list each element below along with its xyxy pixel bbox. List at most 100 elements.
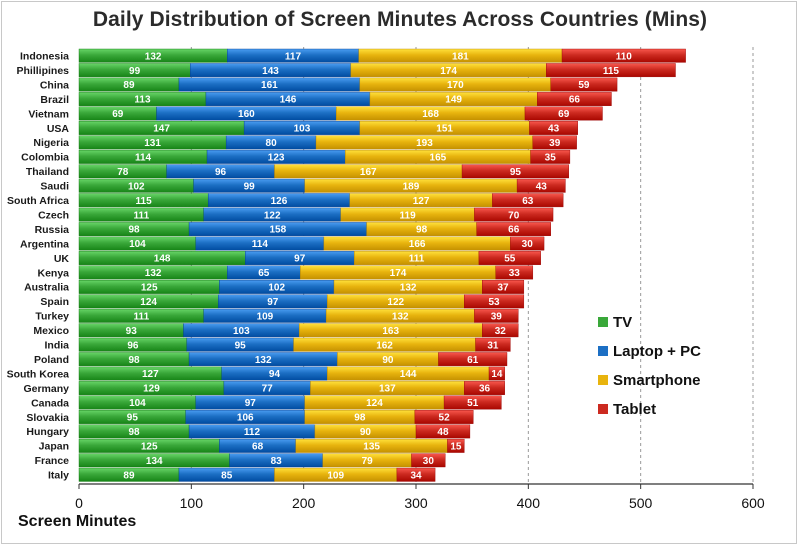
data-label: 124 bbox=[366, 398, 383, 409]
bar-segment bbox=[546, 63, 676, 78]
category-label: Canada bbox=[31, 397, 69, 409]
data-label: 124 bbox=[140, 297, 157, 308]
data-label: 37 bbox=[497, 283, 509, 294]
bar-segment bbox=[474, 308, 519, 323]
category-label: France bbox=[35, 455, 70, 467]
data-label: 126 bbox=[271, 196, 288, 207]
data-label: 147 bbox=[153, 124, 170, 135]
x-tick-label: 200 bbox=[292, 495, 316, 511]
category-label: Japan bbox=[39, 441, 69, 453]
data-label: 110 bbox=[616, 51, 633, 62]
data-label: 65 bbox=[258, 268, 270, 279]
data-label: 131 bbox=[144, 138, 161, 149]
data-label: 109 bbox=[327, 470, 344, 481]
data-label: 122 bbox=[387, 297, 404, 308]
data-label: 115 bbox=[136, 196, 153, 207]
data-label: 34 bbox=[410, 470, 422, 481]
data-label: 102 bbox=[268, 283, 285, 294]
category-label: India bbox=[44, 340, 69, 352]
data-label: 148 bbox=[154, 254, 171, 265]
data-label: 137 bbox=[379, 384, 396, 395]
data-label: 69 bbox=[558, 109, 570, 120]
chart-title: Daily Distribution of Screen Minutes Acr… bbox=[92, 8, 708, 31]
bar-segment bbox=[529, 121, 578, 135]
bar-segment bbox=[461, 164, 569, 179]
data-label: 90 bbox=[360, 427, 372, 438]
data-label: 103 bbox=[294, 124, 311, 135]
data-label: 95 bbox=[510, 167, 522, 178]
bar-segment bbox=[492, 193, 564, 208]
bar-segment bbox=[488, 366, 505, 381]
data-label: 98 bbox=[416, 225, 428, 236]
data-label: 163 bbox=[382, 326, 399, 337]
data-label: 48 bbox=[437, 427, 449, 438]
data-label: 193 bbox=[416, 138, 433, 149]
bar-segment bbox=[474, 207, 554, 222]
category-label: Hungary bbox=[26, 426, 69, 438]
data-label: 104 bbox=[129, 239, 146, 250]
legend-label: TV bbox=[613, 314, 632, 331]
bar-segment bbox=[537, 92, 612, 106]
data-label: 127 bbox=[142, 369, 159, 380]
x-tick-label: 500 bbox=[629, 495, 653, 511]
data-label: 181 bbox=[452, 51, 469, 62]
x-tick-label: 100 bbox=[180, 495, 204, 511]
data-label: 43 bbox=[536, 181, 548, 192]
bar-segment bbox=[464, 294, 525, 309]
data-label: 51 bbox=[467, 398, 479, 409]
legend-label: Smartphone bbox=[613, 372, 701, 389]
category-label: China bbox=[40, 79, 69, 91]
data-label: 68 bbox=[252, 441, 264, 452]
data-label: 99 bbox=[129, 66, 141, 77]
bar-segment bbox=[561, 48, 686, 63]
data-label: 162 bbox=[376, 340, 393, 351]
data-label: 98 bbox=[128, 355, 140, 366]
data-label: 61 bbox=[467, 355, 479, 366]
data-label: 149 bbox=[445, 95, 462, 106]
data-label: 66 bbox=[508, 225, 520, 236]
legend-label: Laptop + PC bbox=[613, 343, 701, 360]
bar-segment bbox=[482, 323, 519, 338]
data-label: 115 bbox=[603, 66, 620, 77]
category-label: Saudi bbox=[40, 181, 69, 193]
category-label: Poland bbox=[34, 354, 69, 366]
bar-segment bbox=[550, 77, 618, 92]
bar-segment bbox=[411, 453, 446, 468]
data-label: 98 bbox=[128, 427, 140, 438]
bar-segment bbox=[482, 280, 525, 294]
data-label: 83 bbox=[271, 456, 283, 467]
bar-segment bbox=[464, 381, 505, 395]
data-label: 134 bbox=[146, 456, 163, 467]
x-axis-label: Screen Minutes bbox=[18, 513, 137, 530]
category-label: Russia bbox=[35, 224, 70, 236]
bar-segment bbox=[495, 265, 534, 280]
data-label: 166 bbox=[409, 239, 426, 250]
legend-swatch bbox=[598, 404, 608, 414]
data-label: 114 bbox=[135, 152, 152, 163]
data-label: 96 bbox=[127, 340, 139, 351]
bar-segment bbox=[532, 135, 577, 150]
data-label: 14 bbox=[491, 369, 503, 380]
data-label: 170 bbox=[447, 80, 464, 91]
data-label: 104 bbox=[129, 398, 146, 409]
data-label: 55 bbox=[504, 254, 516, 265]
data-label: 129 bbox=[143, 384, 160, 395]
category-label: Czech bbox=[38, 209, 69, 221]
data-label: 132 bbox=[400, 283, 417, 294]
bar-segment bbox=[524, 106, 603, 121]
data-label: 143 bbox=[262, 66, 279, 77]
x-tick-label: 600 bbox=[741, 495, 765, 511]
data-label: 78 bbox=[117, 167, 129, 178]
data-label: 119 bbox=[400, 210, 417, 221]
data-label: 97 bbox=[267, 297, 279, 308]
data-label: 89 bbox=[123, 80, 135, 91]
data-label: 53 bbox=[489, 297, 501, 308]
data-label: 144 bbox=[400, 369, 417, 380]
bar-segment bbox=[447, 438, 465, 453]
data-label: 59 bbox=[578, 80, 590, 91]
data-label: 132 bbox=[145, 268, 162, 279]
category-label: Argentina bbox=[20, 238, 69, 250]
data-label: 125 bbox=[141, 441, 158, 452]
data-label: 95 bbox=[127, 413, 139, 424]
data-label: 97 bbox=[294, 254, 306, 265]
